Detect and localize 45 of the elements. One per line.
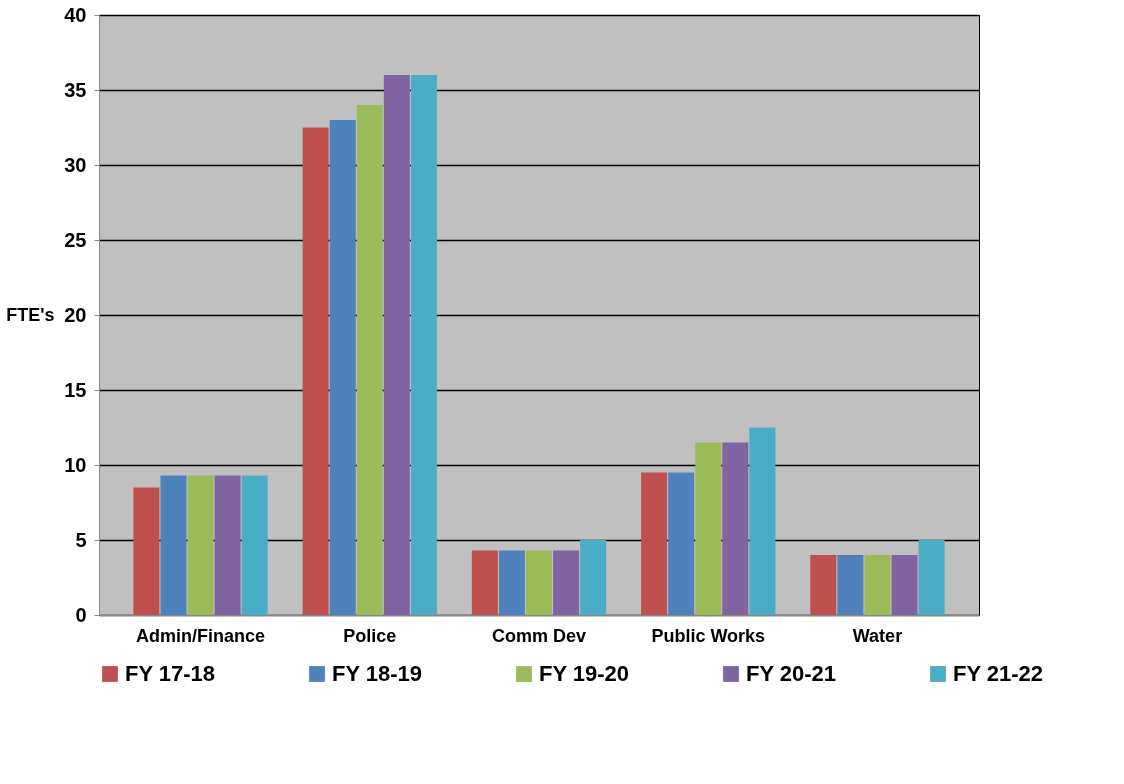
- y-tick-label: 35: [64, 78, 87, 101]
- legend-label: FY 18-19: [332, 661, 423, 686]
- y-tick-label: 10: [64, 453, 87, 476]
- legend-label: FY 19-20: [539, 661, 630, 686]
- bar: [641, 472, 668, 615]
- bar: [133, 487, 160, 615]
- bar: [160, 475, 187, 615]
- x-tick-label: Admin/Finance: [136, 625, 266, 646]
- y-tick-label: 15: [64, 378, 87, 401]
- y-axis-title: FTE's: [6, 304, 55, 325]
- y-tick-label: 0: [75, 603, 87, 626]
- legend-label: FY 17-18: [125, 661, 216, 686]
- y-tick-label: 5: [75, 528, 87, 551]
- bar: [526, 550, 552, 615]
- bar: [891, 555, 918, 615]
- bar: [553, 550, 580, 615]
- y-tick-label: 20: [64, 303, 87, 326]
- bar: [410, 75, 437, 615]
- bar: [471, 550, 498, 615]
- bar: [580, 540, 607, 615]
- bar: [864, 555, 891, 615]
- bar: [749, 427, 776, 615]
- bar: [187, 475, 214, 615]
- bar: [498, 550, 525, 615]
- bar: [918, 540, 945, 615]
- y-tick-label: 30: [64, 153, 87, 176]
- x-tick-label: Water: [852, 625, 903, 646]
- bar: [329, 120, 356, 615]
- bar: [302, 127, 329, 615]
- bar: [383, 75, 410, 615]
- y-tick-label: 40: [64, 3, 87, 26]
- bar: [668, 472, 695, 615]
- bar: [214, 475, 241, 615]
- bar: [722, 442, 749, 615]
- y-tick-label: 25: [64, 228, 87, 251]
- bar: [695, 442, 722, 615]
- legend-label: FY 21-22: [953, 661, 1044, 686]
- x-tick-label: Comm Dev: [491, 625, 587, 646]
- legend-label: FY 20-21: [746, 661, 837, 686]
- bar: [241, 475, 268, 615]
- x-tick-label: Public Works: [651, 625, 766, 646]
- bar: [356, 105, 383, 615]
- bar: [810, 555, 837, 615]
- bar: [837, 555, 864, 615]
- x-tick-label: Police: [343, 625, 397, 646]
